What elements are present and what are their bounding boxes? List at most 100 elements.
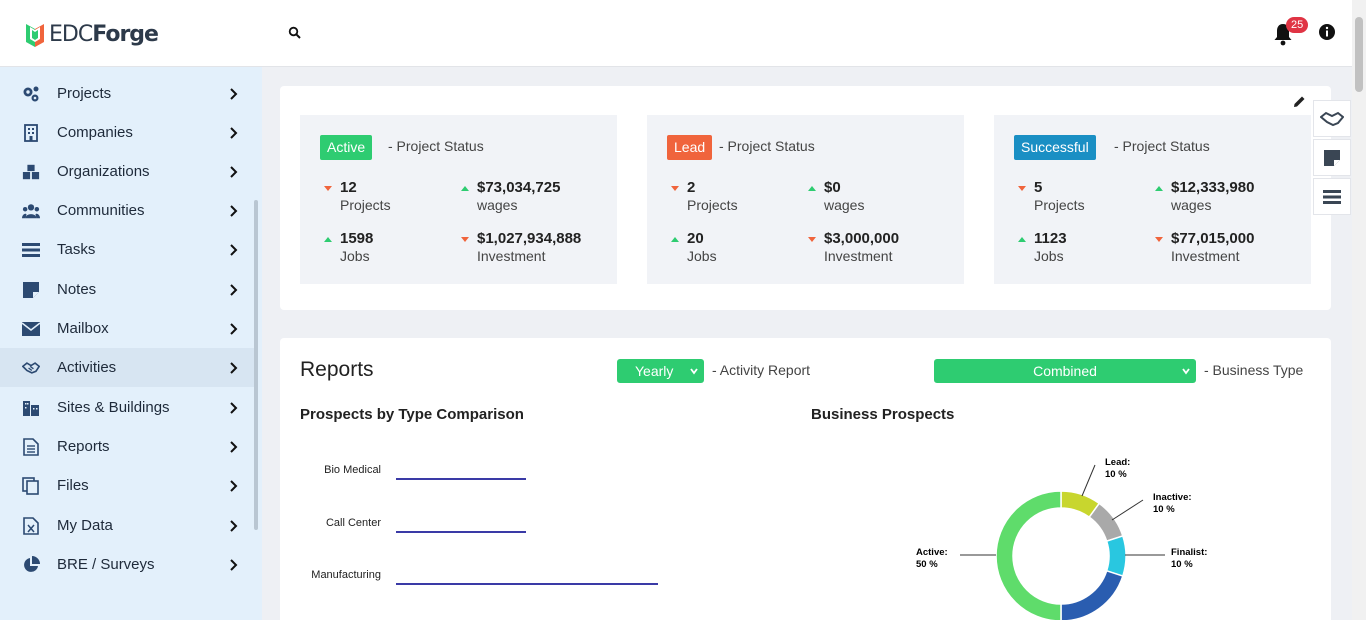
activity-tool-button[interactable] [1313,100,1351,137]
bar-category-label: Bio Medical [324,464,381,476]
chevron-right-icon [230,361,238,374]
tasks-icon [22,241,40,259]
edit-pencil-icon[interactable] [1293,95,1306,108]
metric-jobs: 20 Jobs [687,230,717,264]
chevron-right-icon [230,243,238,256]
status-card-title: - Project Status [719,138,815,154]
trend-up-icon [461,186,469,191]
metric-label: wages [1171,197,1212,213]
sidebar-item-organizations[interactable]: Organizations [0,152,258,191]
donut-slice[interactable] [1088,502,1124,543]
trend-down-icon [1155,237,1163,242]
trend-up-icon [1155,186,1163,191]
metric-value: 5 [1034,179,1043,196]
bar-mark[interactable] [396,583,658,585]
metric-label: Jobs [687,248,717,264]
tasks-tool-button[interactable] [1313,178,1351,215]
app-logo[interactable]: EDCForge [24,20,159,48]
metric-projects: 2 Projects [687,179,738,213]
chevron-down-icon [690,368,698,375]
sidebar-item-label: Files [57,477,89,494]
sidebar-item-mailbox[interactable]: Mailbox [0,309,258,348]
sidebar-item-label: Sites & Buildings [57,399,170,416]
chevron-right-icon [230,165,238,178]
sidebar-item-notes[interactable]: Notes [0,270,258,309]
activity-report-label: - Activity Report [712,362,811,378]
sidebar-item-label: Communities [57,202,145,219]
search-icon[interactable] [288,26,302,40]
main-scrollbar-thumb[interactable] [1355,17,1363,92]
note-icon [22,281,40,299]
metric-label: Investment [477,248,546,264]
note-tool-button[interactable] [1313,139,1351,176]
metric-label: Projects [687,197,738,213]
donut-slice-value: 50 % [916,559,938,570]
status-pill: Successful [1014,135,1096,160]
business-type-label: - Business Type [1204,362,1304,378]
tasks-icon [1323,189,1341,204]
sidebar-item-my-data[interactable]: My Data [0,506,258,545]
metric-label: Jobs [340,248,370,264]
notification-count-badge: 25 [1286,17,1309,33]
chevron-right-icon [230,126,238,139]
metric-value: $0 [824,179,841,196]
sidebar-item-label: Notes [57,281,97,298]
metric-label: Projects [1034,197,1085,213]
metric-value: 20 [687,230,704,247]
bar-mark[interactable] [396,478,526,480]
sidebar-item-companies[interactable]: Companies [0,113,258,152]
metric-jobs: 1598 Jobs [340,230,373,264]
sidebar-item-files[interactable]: Files [0,466,258,505]
metric-value: $1,027,934,888 [477,230,582,247]
metric-investment: $1,027,934,888 Investment [477,230,581,264]
metric-wages: $12,333,980 wages [1171,179,1254,213]
building-icon [22,123,40,142]
metric-projects: 12 Projects [340,179,391,213]
trend-down-icon [808,237,816,242]
metric-label: Investment [1171,248,1240,264]
business-type-select[interactable]: Combined [934,359,1196,383]
status-pill: Lead [667,135,713,160]
sidebar-item-projects[interactable]: Projects [0,74,258,113]
donut-chart-title: Business Prospects [811,406,955,423]
period-select[interactable]: Yearly [617,359,704,383]
status-card-title: - Project Status [388,138,484,154]
sidebar-item-reports[interactable]: Reports [0,427,258,466]
bar-mark[interactable] [396,531,526,533]
trend-up-icon [808,186,816,191]
top-header: EDCForge 25 [0,0,1352,67]
trend-up-icon [1018,237,1026,242]
bar-category-label: Call Center [325,517,381,529]
chevron-right-icon [230,87,238,100]
metric-value: $3,000,000 [824,230,900,247]
metric-label: Projects [340,197,391,213]
donut-slice[interactable] [995,490,1062,620]
sidebar-item-label: Companies [57,124,133,141]
excel-file-icon [22,516,40,535]
sidebar-item-label: Activities [57,359,117,376]
status-card-active: Active - Project Status 12 Projects $73,… [300,115,617,284]
sidebar-item-communities[interactable]: Communities [0,191,258,230]
gears-icon [22,85,40,103]
donut-leader-line [1111,499,1144,521]
metric-projects: 5 Projects [1034,179,1085,213]
sidebar-item-tasks[interactable]: Tasks [0,230,258,269]
donut-slice[interactable] [1105,534,1127,578]
donut-slice-label: Lead: [1105,457,1130,468]
sidebar-scrollbar[interactable] [254,200,258,530]
donut-slice-label: Active: [916,547,948,558]
reports-title: Reports [300,358,374,381]
sidebar-item-sites-buildings[interactable]: Sites & Buildings [0,388,258,427]
sidebar-item-bre-surveys[interactable]: BRE / Surveys [0,545,258,584]
business-prospects-donut-chart: Lead:10 %Inactive:10 %Finalist:10 %Activ… [916,457,1207,620]
main-scrollbar[interactable] [1352,0,1366,620]
period-select-value: Yearly [635,363,674,379]
metric-value: $12,333,980 [1171,179,1255,196]
donut-slice-value: 10 % [1171,559,1193,570]
info-icon[interactable] [1318,23,1336,41]
sidebar-item-activities[interactable]: Activities [0,348,258,387]
sidebar-item-label: Organizations [57,163,150,180]
donut-slice-label: Finalist: [1171,547,1207,558]
metric-wages: $0 wages [824,179,864,213]
donut-slice[interactable] [1060,569,1124,620]
